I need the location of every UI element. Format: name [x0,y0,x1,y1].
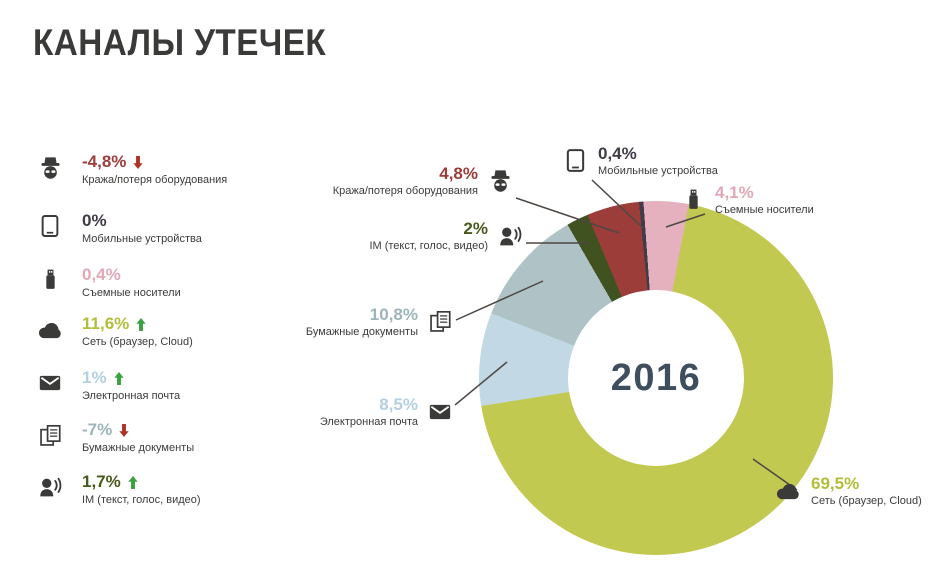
donut-hole: 2016 [568,290,744,466]
callout-paper: 10,8% Бумажные документы [288,305,454,338]
usb-icon [35,267,65,292]
callout-label: Кража/потеря оборудования [332,185,478,197]
legend-label: Электронная почта [82,390,181,402]
legend-item-theft: -4,8% Кража/потеря оборудования [35,153,227,186]
tablet-icon [35,213,65,239]
callout-im: 2% IM (текст, голос, видео) [337,219,523,252]
trend-down-icon [119,424,129,437]
center-year-label: 2016 [610,356,702,399]
page-title: КАНАЛЫ УТЕЧЕК [33,22,327,63]
legend-label: IM (текст, голос, видео) [82,494,201,506]
callout-value: 4,1% [715,183,754,202]
cloud-icon [35,316,65,344]
im-icon [35,474,65,500]
legend-label: Мобильные устройства [82,233,202,245]
callout-value: 0,4% [598,144,637,163]
legend-item-network: 11,6% Сеть (браузер, Cloud) [35,315,193,348]
donut-chart: 2016 [479,201,833,555]
callout-value: 8,5% [379,395,418,414]
legend-value: -7% [82,420,113,439]
callout-value: 69,5% [811,474,860,493]
callout-email: 8,5% Электронная почта [293,395,453,428]
legend-value: -4,8% [82,152,127,171]
usb-icon [681,187,706,212]
legend-value: 0% [82,211,107,230]
callout-value: 4,8% [439,164,478,183]
legend-label: Сеть (браузер, Cloud) [82,336,193,348]
callout-label: IM (текст, голос, видео) [369,240,488,252]
legend-item-removable: 0,4% Съемные носители [35,266,181,299]
callout-mobile: 0,4% Мобильные устройства [562,144,718,177]
legend-value: 1% [82,368,107,387]
legend-value: 11,6% [82,314,130,333]
legend-label: Съемные носители [82,287,181,299]
legend-item-im: 1,7% IM (текст, голос, видео) [35,473,201,506]
documents-icon [427,308,454,335]
trend-up-icon [128,476,138,489]
documents-icon [35,422,65,449]
im-icon [497,223,523,249]
callout-label: Бумажные документы [305,326,418,338]
callout-label: Электронная почта [319,416,418,428]
trend-down-icon [133,156,143,169]
legend-value: 1,7% [82,472,121,491]
spy-icon [35,154,65,181]
callout-value: 10,8% [369,305,418,324]
trend-up-icon [136,318,146,331]
legend-item-paper: -7% Бумажные документы [35,421,194,454]
callout-label: Сеть (браузер, Cloud) [811,495,922,507]
legend-item-email: 1% Электронная почта [35,369,180,402]
legend-item-mobile: 0% Мобильные устройства [35,212,202,245]
trend-up-icon [114,372,124,385]
spy-icon [487,167,514,194]
legend-label: Кража/потеря оборудования [82,174,228,186]
legend-label: Бумажные документы [82,442,195,454]
callout-value: 2% [463,219,488,238]
callout-network: 69,5% Сеть (браузер, Cloud) [774,474,922,507]
envelope-icon [35,370,65,396]
callout-theft: 4,8% Кража/потеря оборудования [302,164,514,197]
legend-value: 0,4% [82,265,121,284]
cloud-icon [774,477,802,505]
tablet-icon [562,147,589,174]
callout-label: Мобильные устройства [598,165,718,177]
callout-removable: 4,1% Съемные носители [681,183,814,216]
callout-label: Съемные носители [715,204,814,216]
envelope-icon [427,399,453,425]
